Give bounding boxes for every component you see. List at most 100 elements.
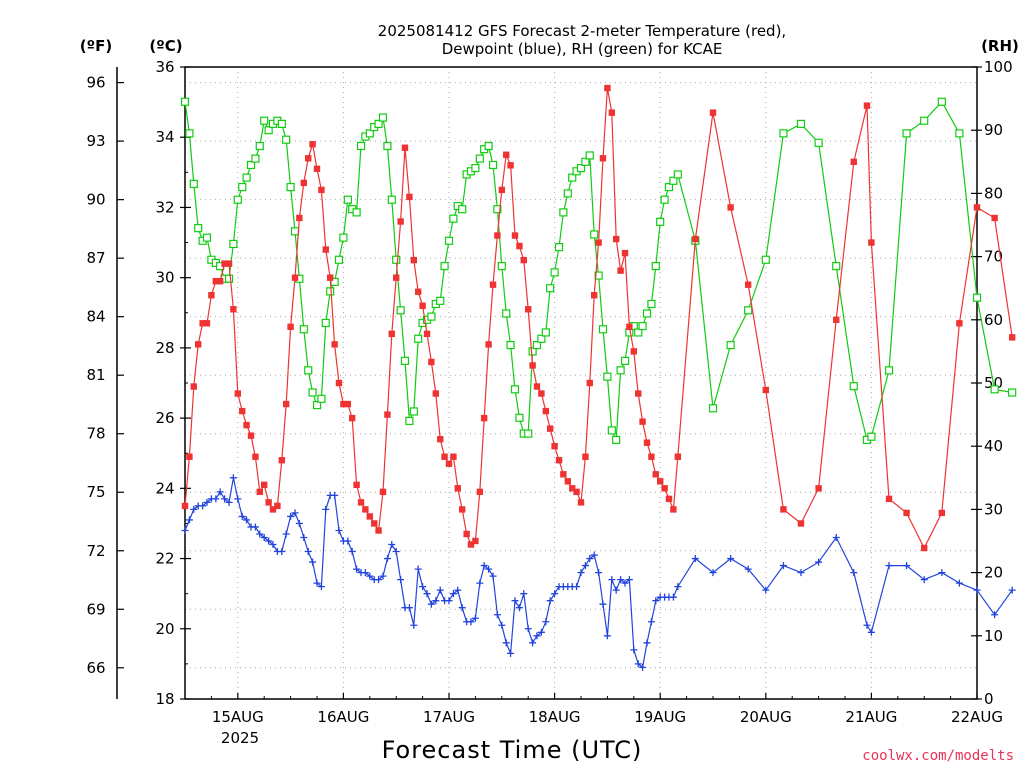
temperature-point — [498, 186, 505, 194]
rh-point — [796, 119, 806, 128]
dewpoint-point — [229, 474, 237, 482]
dewpoint-point — [392, 548, 400, 556]
dewpoint-point — [304, 548, 312, 556]
rh-point — [647, 299, 656, 309]
dewpoint-point — [727, 555, 735, 563]
dewpoint-point — [203, 498, 211, 506]
temperature-point — [573, 488, 580, 496]
temperature-point — [454, 485, 461, 492]
temperature-point — [815, 485, 822, 492]
fahrenheit-tick-label: 90 — [86, 191, 105, 209]
temperature-point — [322, 246, 329, 253]
series-layer — [180, 84, 1017, 671]
rh-series — [180, 97, 1017, 444]
rh-point — [726, 340, 735, 350]
temperature-point — [595, 239, 602, 246]
dewpoint-point — [278, 548, 286, 556]
temperature-point — [256, 488, 263, 496]
temperature-point — [612, 235, 620, 243]
rh-point — [515, 413, 524, 422]
dewpoint-point — [317, 583, 325, 591]
rh-point — [1008, 388, 1017, 397]
dewpoint-point — [344, 537, 352, 545]
dewpoint-point — [221, 495, 229, 503]
dewpoint-point — [612, 586, 620, 594]
temperature-point — [582, 453, 589, 460]
rh-point — [506, 340, 515, 350]
temperature-point — [648, 453, 655, 460]
rh-point — [563, 189, 572, 198]
temperature-point — [956, 320, 963, 327]
dewpoint-point — [815, 558, 823, 566]
temperature-point — [674, 453, 682, 460]
dewpoint-point — [256, 530, 264, 538]
temperature-point — [635, 390, 642, 397]
dewpoint-point — [366, 572, 374, 580]
temperature-point — [564, 478, 571, 485]
temperature-point — [384, 411, 391, 418]
temperature-point — [885, 495, 893, 503]
temperature-point — [296, 214, 303, 222]
rh-point — [321, 318, 330, 328]
rh-point — [202, 233, 212, 242]
rh-point — [972, 293, 982, 302]
fahrenheit-tick-label: 72 — [86, 542, 105, 560]
chart-title-line2: Dewpoint (blue), RH (green) for KCAE — [442, 40, 723, 58]
rh-point — [607, 426, 616, 435]
dewpoint-point — [581, 562, 589, 570]
dewpoint-point — [832, 533, 840, 541]
fahrenheit-tick-label: 93 — [86, 132, 105, 150]
temperature-point — [318, 186, 325, 194]
temperature-point — [643, 439, 651, 446]
credit-link[interactable]: coolwx.com/modelts — [862, 748, 1014, 764]
temperature-point — [494, 232, 501, 239]
temperature-point — [639, 418, 646, 425]
rh-point — [761, 255, 770, 264]
rh-point — [484, 141, 493, 151]
rh-point — [356, 141, 366, 151]
celsius-tick-label: 36 — [155, 58, 174, 76]
dewpoint-point — [480, 562, 488, 570]
temperature-point — [626, 323, 633, 331]
temperature-point — [269, 506, 277, 513]
rh-point — [651, 261, 660, 271]
temperature-point — [353, 481, 360, 489]
temperature-point — [551, 443, 558, 450]
dewpoint-point — [427, 600, 435, 608]
rh-point — [884, 366, 894, 375]
rh-point — [581, 157, 590, 166]
x-tick-label: 17AUG — [423, 708, 475, 726]
celsius-unit-label: (ºC) — [149, 37, 182, 55]
dewpoint-point — [863, 621, 871, 629]
rh-point — [502, 309, 511, 318]
fahrenheit-tick-label: 66 — [86, 659, 105, 677]
temperature-point — [348, 414, 356, 422]
rh-tick-label: 10 — [984, 627, 1003, 645]
temperature-point — [608, 109, 616, 116]
dewpoint-point — [467, 618, 475, 626]
temperature-point — [652, 471, 659, 478]
rh-point — [308, 388, 317, 397]
rh-tick-label: 40 — [984, 437, 1003, 455]
dewpoint-point — [691, 555, 699, 563]
temperature-point — [833, 316, 840, 323]
dewpoint-point — [260, 533, 268, 541]
rh-point — [669, 176, 678, 185]
rh-point — [396, 306, 405, 315]
temperature-point — [529, 362, 536, 369]
temperature-point — [489, 281, 497, 288]
rh-point — [224, 274, 234, 283]
dewpoint-point — [603, 632, 611, 640]
rh-point — [277, 119, 286, 128]
rh-point — [603, 372, 612, 381]
rh-point — [537, 334, 546, 343]
rh-point — [497, 261, 506, 271]
rh-point — [744, 306, 753, 315]
celsius-tick-label: 32 — [155, 198, 174, 216]
rh-point — [955, 129, 964, 138]
temperature-point — [195, 341, 202, 348]
rh-point — [229, 239, 238, 249]
dewpoint-point — [414, 565, 422, 573]
celsius-tick-label: 22 — [155, 550, 174, 568]
temperature-point — [459, 506, 466, 513]
